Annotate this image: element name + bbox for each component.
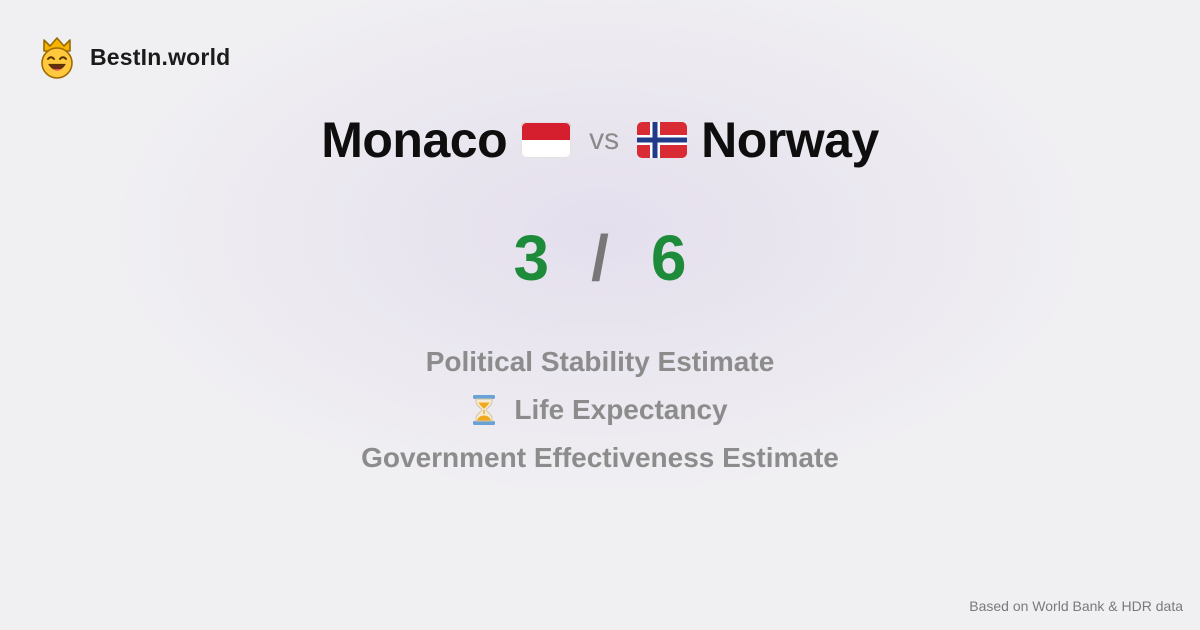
metric-item: Government Effectiveness Estimate — [0, 434, 1200, 482]
country-a-name: Monaco — [321, 112, 508, 168]
metric-label: Life Expectancy — [514, 394, 728, 425]
metric-label: Political Stability Estimate — [425, 346, 775, 377]
metric-item: Life Expectancy — [0, 386, 1200, 434]
comparison-title: Monaco vs Norway — [0, 108, 1200, 172]
crown-smiley-icon — [41, 37, 73, 79]
hourglass-icon — [473, 395, 496, 425]
norway-flag-icon — [637, 122, 688, 158]
brand-name: BestIn.world — [90, 43, 231, 70]
metric-item: Political Stability Estimate — [0, 338, 1200, 386]
score-separator: / — [591, 222, 609, 294]
country-b-name: Norway — [701, 112, 879, 168]
metric-label: Government Effectiveness Estimate — [361, 442, 839, 473]
brand[interactable]: BestIn.world — [38, 34, 230, 80]
score-a: 3 — [513, 222, 550, 294]
score: 3 / 6 — [0, 218, 1200, 298]
vs-label: vs — [589, 123, 620, 156]
metrics-list: Political Stability Estimate Life Expect… — [0, 338, 1200, 482]
score-b: 6 — [650, 222, 687, 294]
data-source-note: Based on World Bank & HDR data — [969, 598, 1183, 614]
monaco-flag-icon — [521, 122, 572, 158]
